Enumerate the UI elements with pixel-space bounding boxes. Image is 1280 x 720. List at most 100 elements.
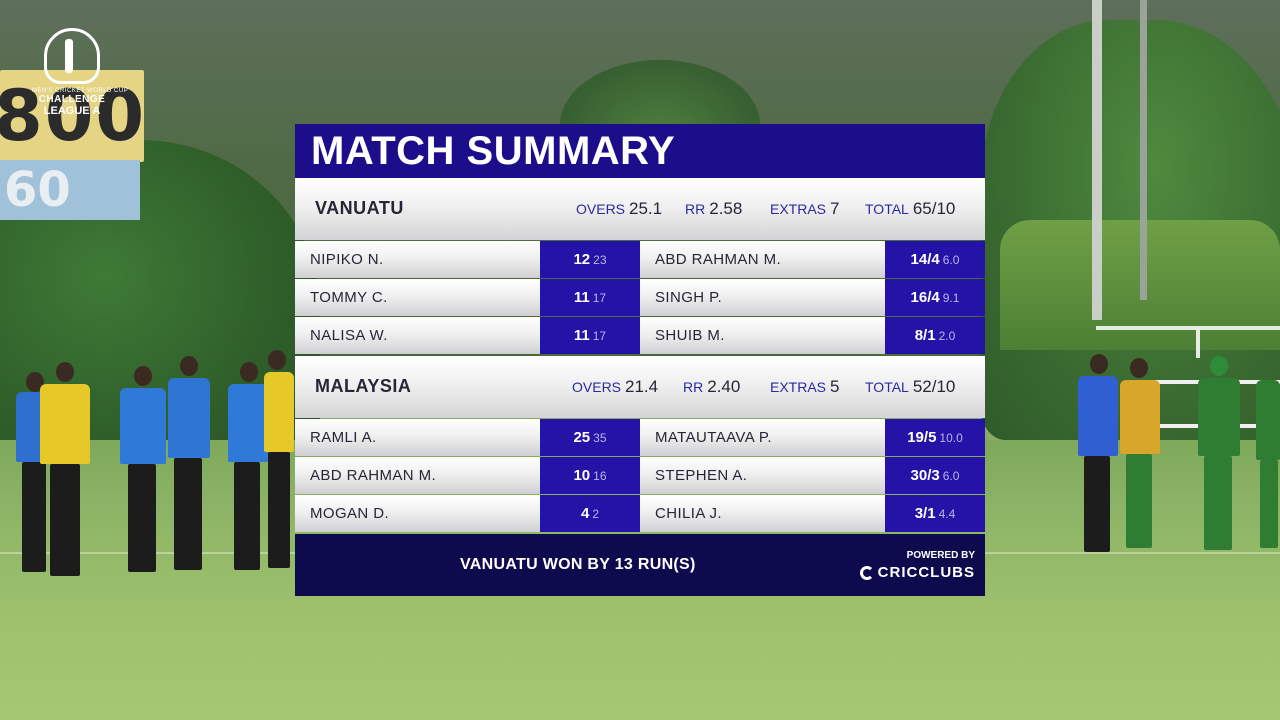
- light-pole: [1092, 0, 1102, 320]
- bowler-overs: 2.0: [938, 329, 956, 343]
- rr-value: 2.58: [709, 199, 743, 218]
- batter-runs: 4: [580, 505, 590, 522]
- light-pole-2: [1140, 0, 1147, 300]
- rr-stat: RR 2.40: [683, 377, 740, 397]
- bowler-wickets: 3/1: [914, 505, 936, 522]
- player: [1196, 356, 1242, 552]
- bowler-wickets: 30/3: [910, 467, 940, 484]
- batter-balls: 17: [592, 329, 607, 343]
- total-stat: TOTAL 65/10: [865, 199, 955, 219]
- batter-name: ABD RAHMAN M.: [310, 467, 437, 484]
- bowler-name: SHUIB M.: [655, 327, 725, 344]
- bowler-row: SINGH P.: [640, 279, 885, 316]
- bowler-figures: 16/4 9.1: [885, 279, 985, 316]
- bowler-name: CHILIA J.: [655, 505, 722, 522]
- bowler-wickets: 16/4: [910, 289, 940, 306]
- extras-label: EXTRAS: [770, 379, 827, 395]
- team-name: MALAYSIA: [315, 376, 412, 396]
- batter-score: 10 16: [540, 457, 640, 494]
- bowler-name: ABD RAHMAN M.: [655, 251, 782, 268]
- bowler-figures: 19/5 10.0: [885, 419, 985, 456]
- rr-label: RR: [683, 379, 704, 395]
- extras-label: EXTRAS: [770, 201, 827, 217]
- player: [262, 350, 294, 570]
- billboard-number: 800: [0, 75, 147, 157]
- powered-by-label: POWERED BY: [906, 550, 975, 561]
- batter-name: MOGAN D.: [310, 505, 390, 522]
- billboard: [0, 70, 144, 162]
- board-title: MATCH SUMMARY: [311, 129, 676, 173]
- bowler-name: MATAUTAAVA P.: [655, 429, 772, 446]
- batter-name: RAMLI A.: [310, 429, 377, 446]
- total-label: TOTAL: [865, 201, 909, 217]
- overs-stat: OVERS 21.4: [572, 377, 658, 397]
- title-bar: MATCH SUMMARY: [295, 124, 985, 178]
- extras-value: 7: [830, 199, 840, 218]
- batter-runs: 10: [573, 467, 591, 484]
- bowler-figures: 8/1 2.0: [885, 317, 985, 354]
- batter-row: ABD RAHMAN M.: [295, 457, 540, 494]
- batter-name: NIPIKO N.: [310, 251, 384, 268]
- player: [1118, 358, 1162, 550]
- batter-runs: 11: [573, 289, 590, 306]
- bowler-wickets: 8/1: [914, 327, 936, 344]
- total-stat: TOTAL 52/10: [865, 377, 955, 397]
- brand-name: CRICCLUBS: [877, 564, 975, 581]
- extras-value: 5: [830, 377, 840, 396]
- bowler-row: CHILIA J.: [640, 495, 885, 532]
- overs-stat: OVERS 25.1: [576, 199, 662, 219]
- total-value: 65/10: [912, 199, 956, 218]
- bowler-row: MATAUTAAVA P.: [640, 419, 885, 456]
- player: [36, 362, 92, 576]
- batter-score: 11 17: [540, 279, 640, 316]
- rr-value: 2.40: [707, 377, 741, 396]
- batter-row: NIPIKO N.: [295, 241, 540, 278]
- team-row-malaysia: MALAYSIA OVERS 21.4 RR 2.40 EXTRAS 5 TOTAL 5…: [295, 356, 985, 418]
- batter-balls: 16: [593, 469, 607, 483]
- match-summary-board: MATCH SUMMARY VANUATU OVERS 25.1 RR 2.58 E…: [295, 124, 985, 596]
- bowler-wickets: 14/4: [910, 251, 940, 268]
- player: [1256, 370, 1280, 550]
- batter-name: NALISA W.: [310, 327, 388, 344]
- logo-top-text: MEN'S CRICKET WORLD CUP: [32, 88, 129, 94]
- overs-value: 25.1: [629, 199, 663, 218]
- batter-balls: 23: [593, 253, 607, 267]
- batter-row: MOGAN D.: [295, 495, 540, 532]
- bowler-overs: 10.0: [939, 431, 963, 445]
- bowler-name: SINGH P.: [655, 289, 723, 306]
- extras-stat: EXTRAS 7: [770, 199, 839, 219]
- tournament-logo: MEN'S CRICKET WORLD CUP CHALLENGE LEAGUE…: [32, 28, 129, 118]
- bowler-overs: 6.0: [942, 253, 960, 267]
- bowler-figures: 30/3 6.0: [885, 457, 985, 494]
- team-name: VANUATU: [315, 198, 404, 218]
- bowler-row: STEPHEN A.: [640, 457, 885, 494]
- billboard-lower: [0, 160, 140, 220]
- bowler-figures: 14/4 6.0: [885, 241, 985, 278]
- bowler-row: ABD RAHMAN M.: [640, 241, 885, 278]
- bowler-overs: 9.1: [942, 291, 960, 305]
- logo-mid-text: CHALLENGE: [38, 94, 106, 105]
- player: [1074, 354, 1124, 554]
- batter-row: RAMLI A.: [295, 419, 540, 456]
- cricclubs-icon: [859, 566, 874, 580]
- bowler-row: SHUIB M.: [640, 317, 885, 354]
- player: [118, 366, 168, 572]
- batter-runs: 25: [573, 429, 591, 446]
- billboard-number-2: 60: [4, 162, 71, 218]
- bowler-figures: 3/1 4.4: [885, 495, 985, 532]
- overs-label: OVERS: [576, 201, 626, 217]
- batter-balls: 35: [593, 431, 607, 445]
- batter-score: 25 35: [540, 419, 640, 456]
- batter-score: 11 17: [540, 317, 640, 354]
- bowler-overs: 4.4: [938, 507, 956, 521]
- cricclubs-logo: CRICCLUBS: [859, 564, 975, 581]
- batter-balls: 2: [592, 507, 600, 521]
- bowler-name: STEPHEN A.: [655, 467, 748, 484]
- trophy-icon: [44, 28, 100, 84]
- rr-label: RR: [685, 201, 706, 217]
- bowler-wickets: 19/5: [907, 429, 937, 446]
- overs-label: OVERS: [572, 379, 622, 395]
- player: [226, 362, 270, 570]
- batter-runs: 11: [573, 327, 590, 344]
